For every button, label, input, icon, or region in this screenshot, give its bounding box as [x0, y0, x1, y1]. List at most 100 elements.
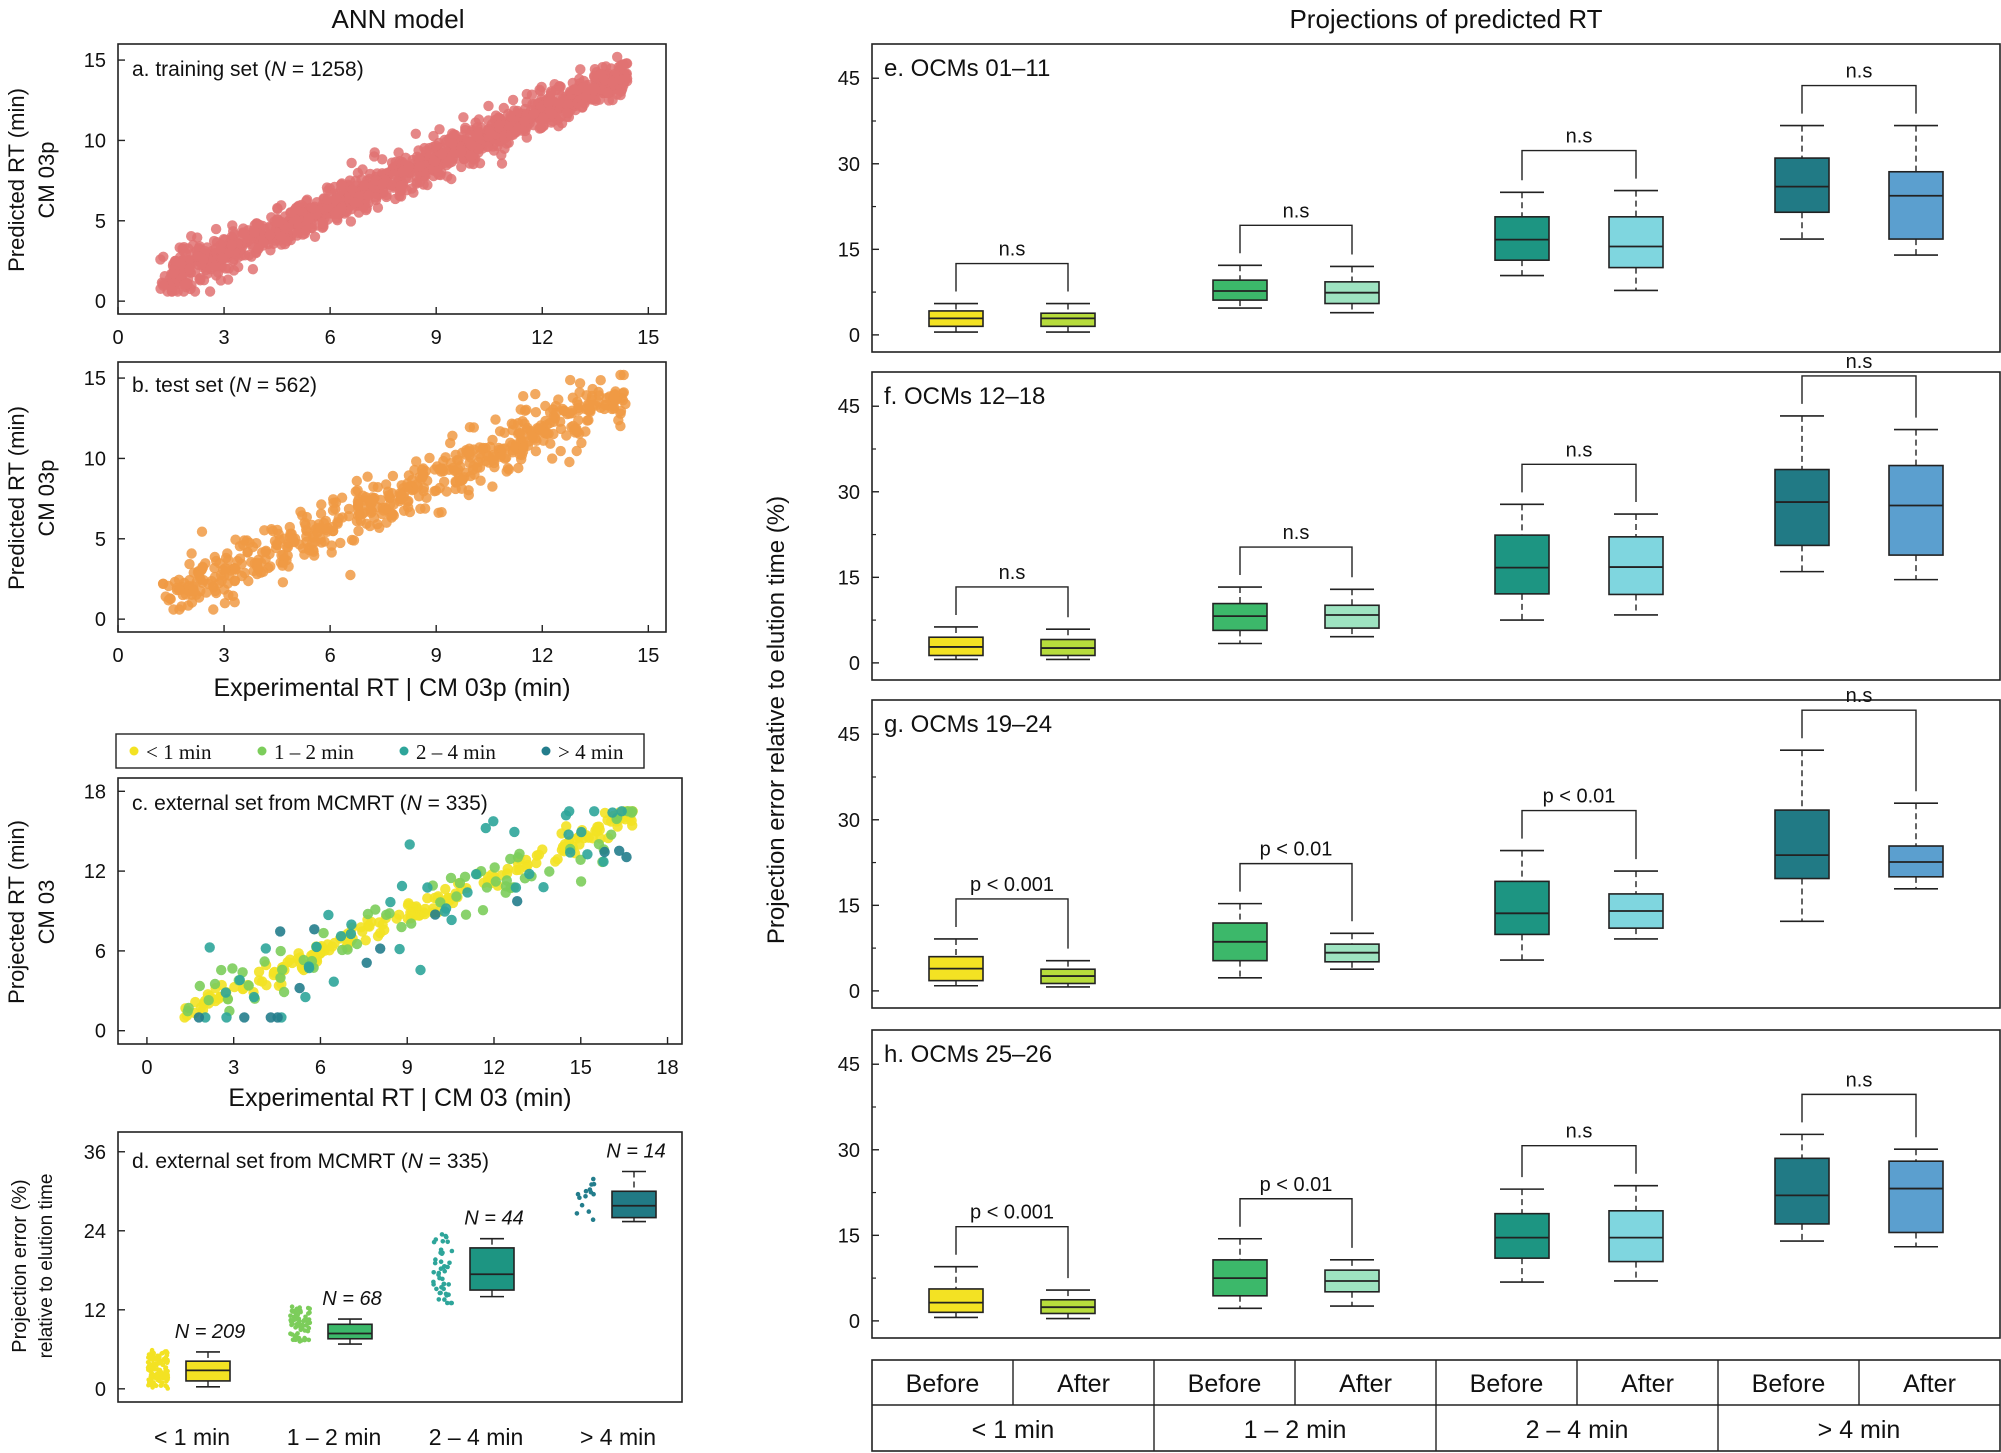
- significance-label: n.s: [1566, 1121, 1593, 1143]
- data-point: [448, 1300, 454, 1306]
- data-point: [553, 85, 565, 96]
- data-point: [434, 124, 445, 135]
- data-point: [292, 227, 303, 238]
- significance-label: n.s: [1846, 351, 1873, 373]
- data-point: [613, 415, 624, 426]
- data-point: [424, 452, 435, 464]
- data-point: [248, 991, 260, 1003]
- group-count-label: N = 44: [464, 1208, 523, 1230]
- y-tick-label: 5: [95, 211, 106, 233]
- y-tick-label: 45: [838, 396, 860, 418]
- data-point: [275, 972, 286, 983]
- data-point: [599, 846, 610, 858]
- data-point: [346, 919, 357, 930]
- table-cell-phase: Before: [1188, 1370, 1262, 1398]
- y-tick-label: 24: [84, 1221, 106, 1243]
- data-point: [557, 403, 568, 415]
- group-count-label: N = 68: [322, 1288, 381, 1310]
- data-point: [488, 145, 500, 156]
- y-tick-label: 45: [838, 1054, 860, 1076]
- data-point: [439, 1232, 445, 1237]
- significance-bracket: [1801, 84, 1917, 114]
- data-point: [437, 463, 448, 474]
- data-point: [363, 190, 374, 201]
- significance-bracket: [955, 262, 1069, 292]
- data-point: [272, 202, 283, 214]
- data-point: [419, 909, 430, 920]
- data-point: [579, 1202, 585, 1208]
- data-point: [243, 575, 254, 587]
- data-point: [438, 1259, 444, 1264]
- data-point: [260, 553, 271, 565]
- data-point: [318, 927, 329, 939]
- data-point: [326, 540, 337, 551]
- data-point: [586, 390, 598, 402]
- significance-bracket: [1239, 546, 1353, 578]
- data-point: [220, 563, 231, 574]
- data-point: [621, 851, 632, 863]
- data-point: [289, 1304, 295, 1309]
- box: [1888, 802, 1944, 890]
- y-tick-label: 18: [84, 781, 106, 803]
- data-point: [531, 857, 542, 869]
- panel-c-plot: 0 6 12 18 0 3 6 9 12 15 18: [84, 781, 679, 1079]
- data-point: [493, 112, 504, 123]
- data-point: [607, 807, 618, 818]
- data-point: [219, 598, 231, 609]
- x-tick-label: 3: [219, 327, 230, 349]
- data-point: [402, 478, 413, 489]
- data-point: [531, 850, 543, 861]
- data-point: [577, 1195, 582, 1200]
- data-point: [410, 128, 421, 139]
- data-point: [289, 533, 301, 544]
- data-point: [294, 1332, 299, 1338]
- y-tick-label: 10: [84, 448, 106, 470]
- data-point: [393, 909, 405, 920]
- data-point: [599, 403, 610, 415]
- data-point: [428, 155, 440, 167]
- data-point: [545, 438, 556, 449]
- data-point: [300, 1322, 305, 1327]
- right-ylabel: Projection error relative to elution tim…: [763, 496, 790, 944]
- data-point: [477, 905, 489, 916]
- data-point: [352, 485, 363, 496]
- data-point: [288, 1313, 293, 1318]
- data-point: [351, 475, 362, 487]
- data-point: [289, 1308, 295, 1314]
- data-point: [237, 967, 248, 978]
- series-3: [193, 845, 632, 1023]
- table-cell-phase: Before: [1752, 1370, 1826, 1398]
- box: [469, 1237, 515, 1298]
- panel-c-frame: [117, 777, 683, 1045]
- scatter-points: [155, 51, 633, 297]
- data-point: [158, 280, 169, 291]
- data-point: [195, 272, 206, 284]
- box-iqr: [1608, 536, 1664, 596]
- data-point: [446, 1282, 452, 1287]
- data-point: [362, 908, 374, 920]
- panel-d-ylabel-line2: relative to elution time: [36, 1174, 57, 1359]
- data-point: [148, 1357, 153, 1362]
- data-point: [510, 882, 522, 893]
- data-point: [456, 161, 467, 173]
- data-point: [496, 158, 508, 169]
- data-point: [273, 216, 285, 228]
- box: [1212, 902, 1268, 979]
- y-tick-label: 36: [84, 1142, 106, 1164]
- box-iqr: [1608, 1210, 1664, 1263]
- box-iqr: [1040, 312, 1096, 328]
- data-point: [381, 517, 392, 528]
- data-point: [164, 1379, 169, 1384]
- data-point: [335, 203, 347, 215]
- data-point: [351, 938, 363, 950]
- data-point: [489, 451, 500, 462]
- panel-h: h. OCMs 25–26 0 15 30 45 p < 0.001 p < 0.01 n.s…: [838, 1029, 2001, 1339]
- y-tick-label: 10: [84, 130, 106, 152]
- data-point: [342, 944, 353, 955]
- data-point: [275, 945, 286, 957]
- significance-bracket: [1521, 1145, 1637, 1178]
- data-point: [327, 521, 339, 533]
- panel-b-ylabel-line1: Predicted RT (min): [4, 406, 29, 590]
- box-iqr: [1608, 216, 1664, 269]
